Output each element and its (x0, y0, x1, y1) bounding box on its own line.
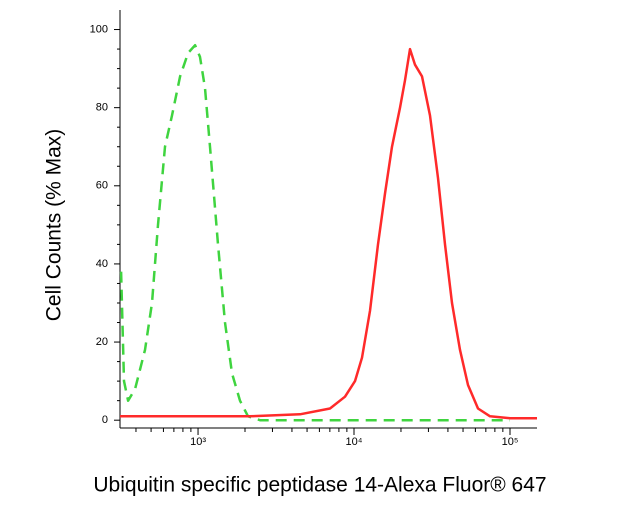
x-tick-label: 10³ (190, 436, 206, 448)
series-line (119, 43, 510, 422)
y-tick-label: 0 (102, 414, 108, 426)
y-tick-label: 20 (96, 336, 108, 348)
y-axis-label: Cell Counts (% Max) (43, 129, 66, 322)
y-tick-label: 40 (96, 258, 108, 270)
y-tick-label: 80 (96, 102, 108, 114)
x-tick-label: 10⁵ (502, 436, 519, 448)
x-axis-label: Ubiquitin specific peptidase 14-Alexa Fl… (93, 474, 546, 497)
y-tick-label: 60 (96, 180, 108, 192)
x-tick-label: 10⁴ (346, 436, 363, 448)
y-tick-label: 100 (90, 23, 108, 35)
series-line (120, 47, 537, 420)
